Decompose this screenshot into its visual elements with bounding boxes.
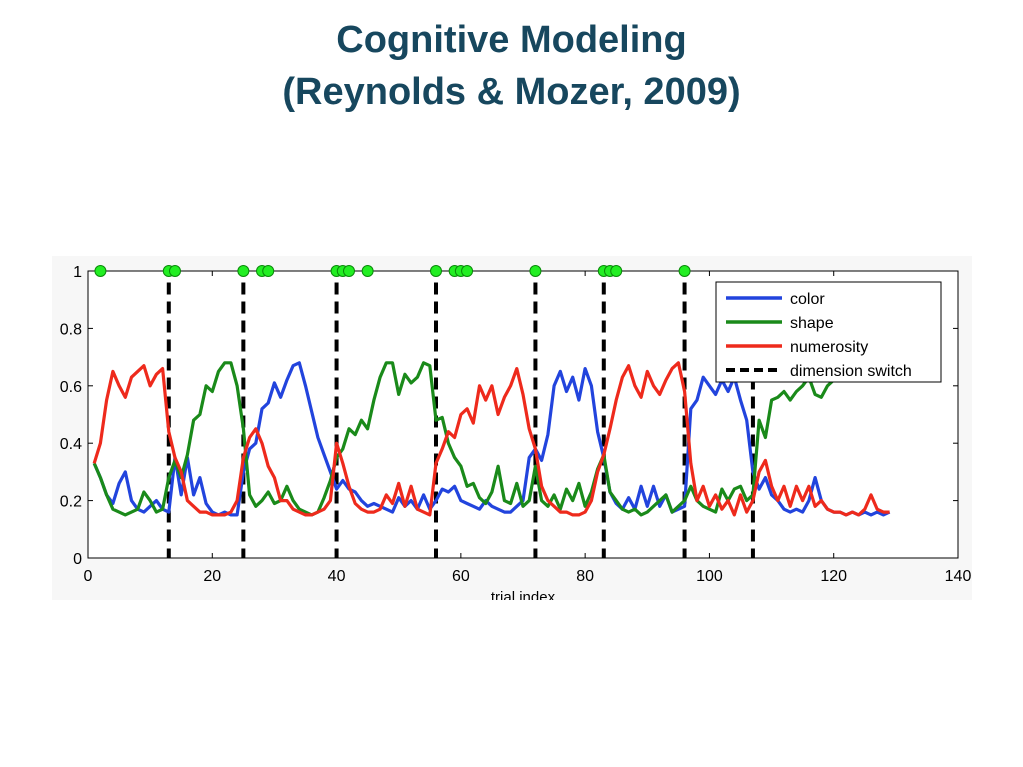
y-tick-label: 0 xyxy=(73,551,82,568)
switch-marker xyxy=(361,265,374,277)
switch-marker xyxy=(169,265,181,277)
switch-marker xyxy=(529,265,542,277)
x-tick-label: 40 xyxy=(328,568,346,585)
slide-title: Cognitive Modeling (Reynolds & Mozer, 20… xyxy=(0,14,1023,118)
x-tick-label: 120 xyxy=(820,568,847,585)
x-tick-label: 0 xyxy=(84,568,93,585)
y-tick-label: 0.8 xyxy=(60,321,82,338)
switch-marker xyxy=(343,265,355,277)
x-tick-label: 140 xyxy=(945,568,972,585)
x-tick-label: 20 xyxy=(203,568,221,585)
switch-marker xyxy=(610,265,623,277)
line-chart: 0 20 40 60 80 100 120 140 0 0.2 0.4 0.6 0.8 1 trial in… xyxy=(60,264,972,606)
y-tick-label: 1 xyxy=(73,264,82,281)
legend-label: dimension switch xyxy=(790,363,912,380)
x-tick-label: 60 xyxy=(452,568,470,585)
switch-marker xyxy=(461,265,474,277)
switch-marker xyxy=(237,265,250,277)
switch-marker xyxy=(678,265,691,277)
series-line-shape xyxy=(92,361,835,517)
switch-marker xyxy=(94,265,107,277)
title-line-2: (Reynolds & Mozer, 2009) xyxy=(282,71,741,113)
switch-marker xyxy=(262,265,275,277)
y-tick-label: 0.4 xyxy=(60,436,82,453)
legend-label: color xyxy=(790,291,825,308)
y-tick-label: 0.2 xyxy=(60,494,82,511)
x-axis-label: trial index xyxy=(491,589,556,600)
y-tick-label: 0.6 xyxy=(60,379,82,396)
chart-container: 0 20 40 60 80 100 120 140 0 0.2 0.4 0.6 0.8 1 trial in… xyxy=(52,256,972,606)
x-tick-label: 80 xyxy=(576,568,594,585)
title-line-1: Cognitive Modeling xyxy=(336,19,687,61)
series-line-numerosity xyxy=(92,361,890,517)
x-tick-label: 100 xyxy=(696,568,723,585)
legend-label: shape xyxy=(790,315,834,332)
switch-marker xyxy=(430,265,442,277)
legend-label: numerosity xyxy=(790,339,868,356)
